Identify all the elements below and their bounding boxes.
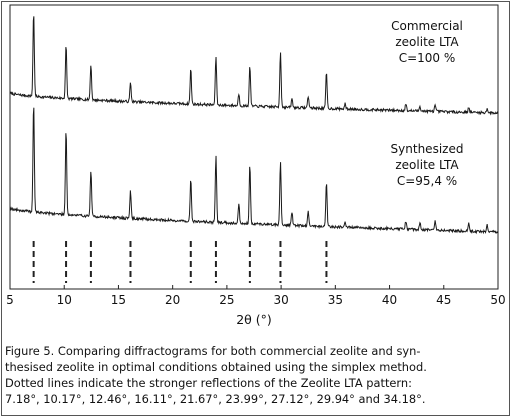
series-line-0 <box>9 16 499 116</box>
series-label-0-line-0: Commercial <box>391 19 463 33</box>
x-tick-label: 45 <box>436 293 451 307</box>
caption-line-1: Figure 5. Comparing diffractograms for b… <box>5 344 421 358</box>
x-tick-label: 5 <box>6 293 14 307</box>
series-label-1-line-0: Synthesized <box>391 142 464 156</box>
x-axis-title: 2θ (°) <box>236 312 272 327</box>
x-tick-label: 15 <box>111 293 126 307</box>
caption-line-2: thesised zeolite in optimal conditions o… <box>5 360 427 374</box>
series-label-1-line-1: zeolite LTA <box>395 158 459 172</box>
x-tick-label: 35 <box>328 293 343 307</box>
x-tick-label: 50 <box>490 293 505 307</box>
figure-caption: Figure 5. Comparing diffractograms for b… <box>5 343 506 407</box>
series-label-0-line-2: C=100 % <box>399 51 456 65</box>
x-tick-label: 25 <box>219 293 234 307</box>
x-tick-label: 40 <box>382 293 397 307</box>
series-label-1-line-2: C=95,4 % <box>397 174 457 188</box>
series-line-1 <box>9 107 499 235</box>
series-label-0-line-1: zeolite LTA <box>395 35 459 49</box>
plot-area-border <box>9 4 499 290</box>
x-tick-label: 20 <box>165 293 180 307</box>
x-tick-label: 30 <box>273 293 288 307</box>
caption-line-3: Dotted lines indicate the stronger refle… <box>5 376 412 390</box>
caption-line-4: 7.18°, 10.17°, 12.46°, 16.11°, 21.67°, 2… <box>5 392 426 406</box>
x-tick-label: 10 <box>57 293 72 307</box>
xrd-chart: 5 10 15 20 25 30 35 40 45 50 2θ (°) Commercial zeoli… <box>6 4 506 327</box>
